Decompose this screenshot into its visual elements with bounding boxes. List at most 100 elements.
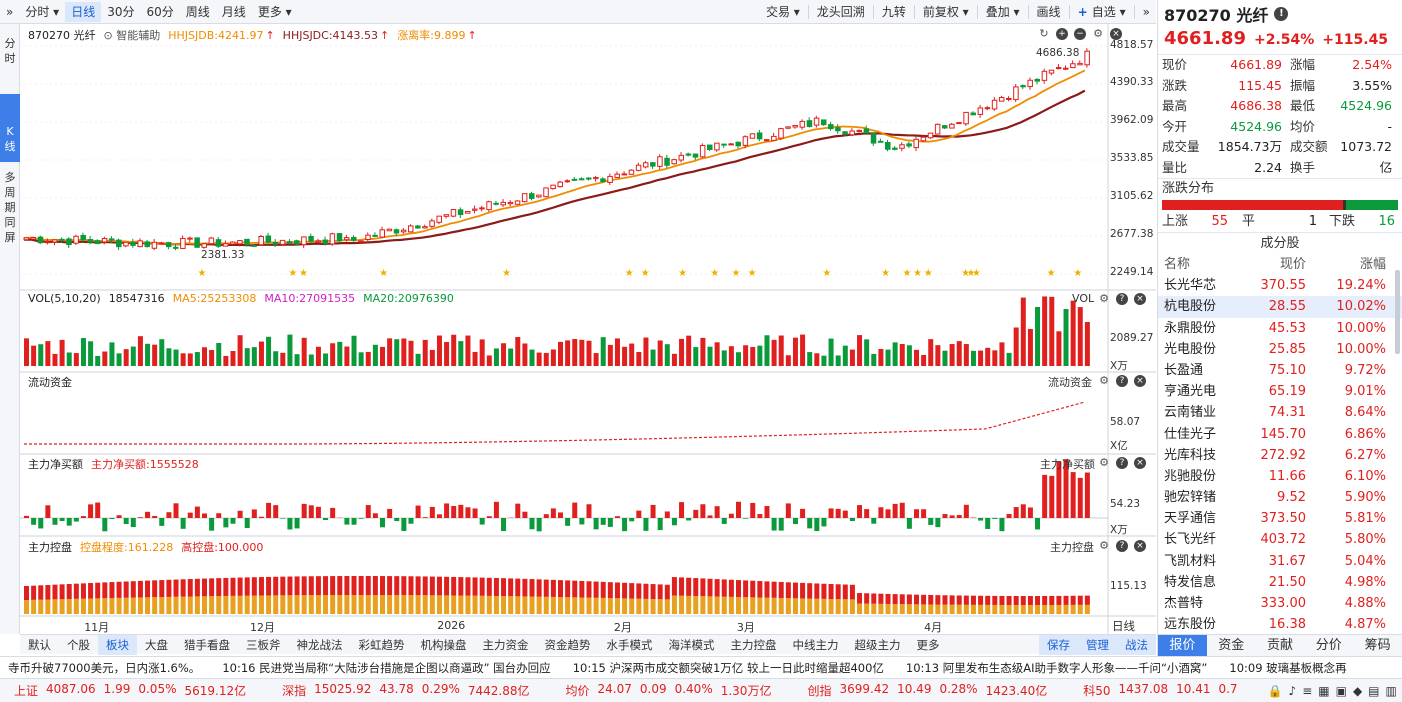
gear-icon[interactable]: ⚙ <box>1099 456 1109 469</box>
bell-icon[interactable]: ♪ <box>1288 683 1297 698</box>
period-button[interactable]: 分时 ▾ <box>19 2 65 22</box>
news-item[interactable]: 寺币升破77000美元，日内涨1.6%。 <box>8 660 201 675</box>
collapse-right-icon[interactable]: » <box>1142 4 1150 19</box>
gear-icon[interactable]: ⚙ <box>1099 374 1109 387</box>
period-button[interactable]: 60分 <box>141 2 180 22</box>
template-tab[interactable]: 默认 <box>28 637 51 652</box>
template-tab[interactable]: 彩虹趋势 <box>358 637 405 652</box>
quote-tab[interactable]: 分价 <box>1315 638 1342 653</box>
component-row[interactable]: 特发信息 21.50 4.98% <box>1158 572 1402 593</box>
toolbar-button[interactable]: 画线 <box>1031 2 1067 22</box>
diamond-icon[interactable]: ◆ <box>1352 683 1363 698</box>
tab-kline[interactable]: K 线 <box>0 94 20 162</box>
close-icon[interactable]: × <box>1134 457 1146 469</box>
template-action[interactable]: 管理 <box>1078 634 1117 655</box>
zoom-out-icon[interactable]: − <box>1074 28 1086 40</box>
component-row[interactable]: 云南锗业 74.31 8.64% <box>1158 402 1402 423</box>
template-tab[interactable]: 超级主力 <box>854 637 901 652</box>
gear-icon[interactable]: ⚙ <box>1099 292 1109 305</box>
template-tab[interactable]: 中线主力 <box>792 637 839 652</box>
quote-tab[interactable]: 报价 <box>1158 635 1207 656</box>
period-button[interactable]: 更多 ▾ <box>252 2 298 22</box>
template-tab[interactable]: 板块 <box>98 634 137 655</box>
period-button[interactable]: 月线 <box>216 2 252 22</box>
template-tab[interactable]: 大盘 <box>145 637 168 652</box>
quote-tab[interactable]: 贡献 <box>1266 638 1293 653</box>
reset-icon[interactable]: ↻ <box>1039 27 1049 40</box>
scrollbar-thumb[interactable] <box>1395 270 1400 354</box>
component-row[interactable]: 亨通光电 65.19 9.01% <box>1158 381 1402 402</box>
component-row[interactable]: 天孚通信 373.50 5.81% <box>1158 508 1402 529</box>
help-icon[interactable]: ? <box>1116 457 1128 469</box>
template-tab[interactable]: 海洋模式 <box>668 637 715 652</box>
period-button[interactable]: 日线 <box>65 1 102 22</box>
close-icon[interactable]: × <box>1134 540 1146 552</box>
template-tab[interactable]: 猎手看盘 <box>184 637 230 652</box>
info-icon[interactable]: ! <box>1274 7 1289 21</box>
template-tab[interactable]: 水手模式 <box>606 637 653 652</box>
list-icon[interactable]: ≡ <box>1302 683 1313 698</box>
period-button[interactable]: 30分 <box>101 2 140 22</box>
component-row[interactable]: 驰宏锌锗 9.52 5.90% <box>1158 487 1402 508</box>
component-row[interactable]: 远东股份 16.38 4.87% <box>1158 614 1402 635</box>
index-item[interactable]: 均价 24.07 0.09 0.40% 1.30万亿 <box>566 682 772 699</box>
quote-tab[interactable]: 筹码 <box>1364 638 1391 653</box>
news-item[interactable]: 10:13 阿里发布生态级AI助手数字人形象——千问“小酒窝” <box>905 660 1208 675</box>
period-button[interactable]: 周线 <box>180 2 216 22</box>
toolbar-button[interactable]: + 自选 ▾ <box>1072 2 1132 22</box>
grid-icon[interactable]: ▥ <box>1385 683 1397 698</box>
close-icon[interactable]: × <box>1134 375 1146 387</box>
news-ticker[interactable]: 寺币升破77000美元，日内涨1.6%。 10:16 民进党当局称“大陆涉台措施是… <box>0 656 1402 678</box>
component-row[interactable]: 杰普特 333.00 4.88% <box>1158 593 1402 614</box>
toolbar-button[interactable]: 叠加 ▾ <box>980 2 1026 22</box>
chart-area[interactable]: ★ ★ ★ ★ ★ ★ ★ ★ ★ ★ ★ ★ ★ ★ ★ ★ ★ ★ ★ ★ ★ 4686.38 2381.33 8702… <box>20 24 1156 634</box>
help-icon[interactable]: ? <box>1116 375 1128 387</box>
template-tab[interactable]: 更多 <box>916 637 940 652</box>
template-tab[interactable]: 主力资金 <box>482 637 529 652</box>
index-item[interactable]: 上证 4087.06 1.99 0.05% 5619.12亿 <box>14 682 246 699</box>
help-icon[interactable]: ? <box>1116 540 1128 552</box>
index-item[interactable]: 科50 1437.08 10.41 0.7 <box>1083 682 1245 699</box>
lock-icon[interactable]: 🔒 <box>1267 683 1283 698</box>
template-action[interactable]: 战法 <box>1117 634 1156 655</box>
component-row[interactable]: 永鼎股份 45.53 10.00% <box>1158 318 1402 339</box>
tab-multi-period[interactable]: 多 周 期 同 屏 <box>4 171 16 244</box>
doc-icon[interactable]: ▤ <box>1368 683 1380 698</box>
index-item[interactable]: 深指 15025.92 43.78 0.29% 7442.88亿 <box>282 682 529 699</box>
component-row[interactable]: 长飞光纤 403.72 5.80% <box>1158 529 1402 550</box>
component-row[interactable]: 飞凯材料 31.67 5.04% <box>1158 551 1402 572</box>
component-row[interactable]: 光电股份 25.85 10.00% <box>1158 339 1402 360</box>
gear-icon[interactable]: ⚙ <box>1093 27 1103 40</box>
template-tab[interactable]: 资金趋势 <box>544 637 591 652</box>
gear-icon[interactable]: ⚙ <box>1099 539 1109 552</box>
component-row[interactable]: 杭电股份 28.55 10.02% <box>1158 296 1402 318</box>
news-item[interactable]: 10:15 沪深两市成交额突破1万亿 较上一日此时缩量超400亿 <box>572 660 884 675</box>
news-item[interactable]: 10:16 民进党当局称“大陆涉台措施是企图以商逼政” 国台办回应 <box>222 660 551 675</box>
zoom-in-icon[interactable]: + <box>1056 28 1068 40</box>
toolbar-button[interactable]: 九转 <box>876 2 912 22</box>
smart-assist-toggle[interactable]: ⊙ 智能辅助 <box>103 29 161 42</box>
template-tab[interactable]: 个股 <box>67 637 90 652</box>
component-row[interactable]: 光库科技 272.92 6.27% <box>1158 445 1402 466</box>
calendar-icon[interactable]: ▣ <box>1335 683 1347 698</box>
component-row[interactable]: 仕佳光子 145.70 6.86% <box>1158 424 1402 445</box>
component-row[interactable]: 兆驰股份 11.66 6.10% <box>1158 466 1402 487</box>
template-tab[interactable]: 机构操盘 <box>420 637 467 652</box>
toolbar-button[interactable]: 龙头回溯 <box>811 2 871 22</box>
template-tab[interactable]: 神龙战法 <box>296 637 343 652</box>
news-item[interactable]: 10:09 玻璃基板概念再 <box>1229 660 1347 675</box>
toolbar-button[interactable]: 前复权 ▾ <box>917 2 975 22</box>
help-icon[interactable]: ? <box>1116 293 1128 305</box>
collapse-left-icon[interactable]: » <box>6 4 14 19</box>
template-tab[interactable]: 三板斧 <box>246 637 281 652</box>
tab-timeshare[interactable]: 分 时 <box>4 37 16 65</box>
template-tab[interactable]: 主力控盘 <box>730 637 777 652</box>
quote-tab[interactable]: 资金 <box>1218 638 1245 653</box>
close-icon[interactable]: × <box>1110 28 1122 40</box>
component-row[interactable]: 长光华芯 370.55 19.24% <box>1158 275 1402 296</box>
component-row[interactable]: 长盈通 75.10 9.72% <box>1158 360 1402 381</box>
close-icon[interactable]: × <box>1134 293 1146 305</box>
toolbar-button[interactable]: 交易 ▾ <box>760 2 806 22</box>
template-action[interactable]: 保存 <box>1039 634 1078 655</box>
